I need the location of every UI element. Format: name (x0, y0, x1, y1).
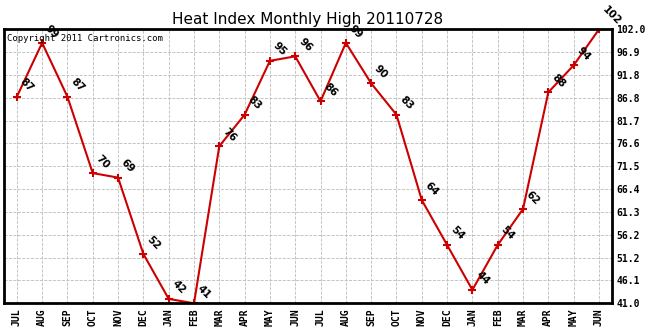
Title: Heat Index Monthly High 20110728: Heat Index Monthly High 20110728 (172, 12, 443, 27)
Text: 64: 64 (423, 180, 441, 197)
Text: 95: 95 (271, 41, 289, 58)
Text: 94: 94 (575, 45, 592, 63)
Text: 83: 83 (398, 95, 415, 112)
Text: 62: 62 (525, 189, 541, 206)
Text: 86: 86 (322, 81, 339, 98)
Text: 54: 54 (499, 225, 517, 242)
Text: 52: 52 (145, 234, 162, 251)
Text: 44: 44 (474, 270, 491, 287)
Text: 96: 96 (296, 36, 314, 53)
Text: Copyright 2011 Cartronics.com: Copyright 2011 Cartronics.com (7, 34, 163, 43)
Text: 99: 99 (44, 23, 60, 40)
Text: 54: 54 (448, 225, 466, 242)
Text: 87: 87 (69, 77, 86, 94)
Text: 41: 41 (196, 283, 213, 301)
Text: 87: 87 (18, 77, 36, 94)
Text: 83: 83 (246, 95, 263, 112)
Text: 99: 99 (347, 23, 365, 40)
Text: 76: 76 (221, 126, 238, 143)
Text: 90: 90 (372, 63, 390, 81)
Text: 42: 42 (170, 279, 187, 296)
Text: 102: 102 (601, 4, 623, 27)
Text: 70: 70 (94, 153, 112, 170)
Text: 69: 69 (120, 158, 136, 175)
Text: 88: 88 (550, 72, 567, 89)
